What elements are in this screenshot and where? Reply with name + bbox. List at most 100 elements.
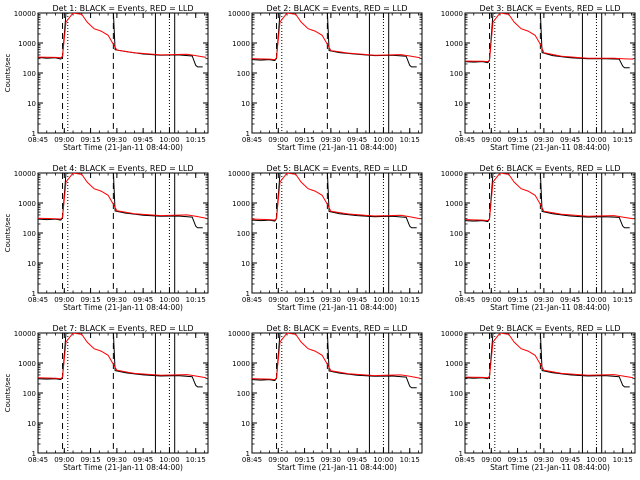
x-tick-label: 09:30 [321,296,341,304]
x-tick-label: 08:45 [28,296,48,304]
y-tick-label: 10 [454,260,463,268]
y-tick-label: 1 [459,130,463,138]
x-tick-label: 09:30 [534,456,554,464]
x-tick-label: 09:15 [507,136,527,144]
y-tick-label: 100 [450,230,463,238]
y-tick-label: 1 [459,450,463,458]
series-group [38,13,207,68]
x-tick-label: 08:45 [242,296,262,304]
x-tick-label: 10:00 [373,296,393,304]
x-tick-label: 09:45 [347,136,367,144]
x-tick-label: 10:15 [400,136,420,144]
x-tick-label: 08:45 [28,136,48,144]
chart-title: Det 3: BLACK = Events, RED = LLD [480,4,621,13]
y-tick-label: 10 [27,100,36,108]
x-axis-label: Start Time (21-Jan-11 08:44:00) [490,303,610,312]
x-tick-label: 08:45 [455,296,475,304]
series-line-lld [38,173,207,220]
series-line-events [252,173,417,229]
x-tick-label: 09:00 [268,136,288,144]
series-line-lld [465,333,634,379]
x-axis-label: Start Time (21-Jan-11 08:44:00) [490,463,610,472]
series-line-lld [465,173,634,222]
x-tick-label: 09:45 [347,456,367,464]
chart-title: Det 6: BLACK = Events, RED = LLD [480,164,621,173]
series-group [252,173,421,229]
x-tick-label: 09:15 [294,136,314,144]
series-line-lld [465,13,634,63]
x-tick-label: 09:15 [80,456,100,464]
chart-title: Det 2: BLACK = Events, RED = LLD [267,4,408,13]
x-tick-label: 10:00 [586,296,606,304]
y-tick-label: 10 [454,420,463,428]
y-tick-label: 1 [32,450,36,458]
series-line-events [252,13,417,68]
plot-frame [251,332,423,454]
series-line-lld [252,333,421,381]
x-axis-label: Start Time (21-Jan-11 08:44:00) [277,463,397,472]
y-tick-label: 1 [246,450,250,458]
chart-panel-7: Det 7: BLACK = Events, RED = LLD 1 10 100 10… [4,324,209,472]
series-line-lld [252,173,421,221]
x-tick-label: 09:45 [133,456,153,464]
series-line-events [38,173,203,229]
series-line-events [465,173,630,229]
x-tick-label: 08:45 [242,136,262,144]
y-tick-label: 10000 [228,330,250,338]
chart-title: Det 1: BLACK = Events, RED = LLD [53,4,194,13]
y-tick-label: 100 [23,230,36,238]
x-tick-label: 09:15 [507,456,527,464]
x-axis-label: Start Time (21-Jan-11 08:44:00) [63,303,183,312]
chart-panel-9: Det 9: BLACK = Events, RED = LLD 1 10 100 10… [441,324,636,472]
chart-title: Det 8: BLACK = Events, RED = LLD [267,324,408,333]
y-tick-label: 10000 [228,10,250,18]
x-tick-label: 09:45 [560,136,580,144]
x-tick-label: 09:45 [347,296,367,304]
series-group [465,333,634,388]
series-line-events [38,333,203,388]
series-group [465,173,634,229]
y-tick-label: 10 [241,100,250,108]
x-tick-label: 09:30 [107,296,127,304]
y-tick-label: 10000 [441,10,463,18]
chart-panel-1: Det 1: BLACK = Events, RED = LLD 1 10 100 10… [4,4,209,152]
chart-title: Det 5: BLACK = Events, RED = LLD [267,164,408,173]
x-tick-label: 09:30 [321,456,341,464]
series-line-lld [38,333,207,380]
y-tick-label: 1000 [232,40,250,48]
series-group [465,13,634,69]
y-tick-label: 10000 [14,330,36,338]
chart-panel-6: Det 6: BLACK = Events, RED = LLD 1 10 100 10… [441,164,636,312]
x-tick-label: 09:30 [321,136,341,144]
plot-frame [37,332,209,454]
y-tick-label: 10 [241,420,250,428]
series-group [252,333,421,389]
x-tick-label: 10:15 [186,456,206,464]
x-axis-label: Start Time (21-Jan-11 08:44:00) [63,463,183,472]
x-tick-label: 08:45 [455,136,475,144]
x-tick-label: 09:30 [534,136,554,144]
chart-panel-8: Det 8: BLACK = Events, RED = LLD 1 10 100 10… [228,324,423,472]
plot-frame [37,12,209,134]
y-axis-label: Counts/sec [4,214,12,253]
x-tick-label: 10:15 [613,296,633,304]
x-tick-label: 10:00 [586,136,606,144]
series-group [38,333,207,388]
y-tick-label: 10000 [14,170,36,178]
y-tick-label: 1000 [18,200,36,208]
chart-panel-4: Det 4: BLACK = Events, RED = LLD 1 10 100 10… [4,164,209,312]
y-tick-label: 100 [237,70,250,78]
x-tick-label: 09:15 [294,296,314,304]
x-axis-label: Start Time (21-Jan-11 08:44:00) [63,143,183,152]
y-tick-label: 100 [237,390,250,398]
x-tick-label: 09:45 [560,296,580,304]
x-tick-label: 09:15 [294,456,314,464]
y-tick-label: 1000 [18,40,36,48]
x-tick-label: 10:00 [373,136,393,144]
chart-title: Det 4: BLACK = Events, RED = LLD [53,164,194,173]
chart-title: Det 9: BLACK = Events, RED = LLD [480,324,621,333]
x-tick-label: 09:00 [481,136,501,144]
y-tick-label: 10 [27,260,36,268]
x-tick-label: 08:45 [28,456,48,464]
